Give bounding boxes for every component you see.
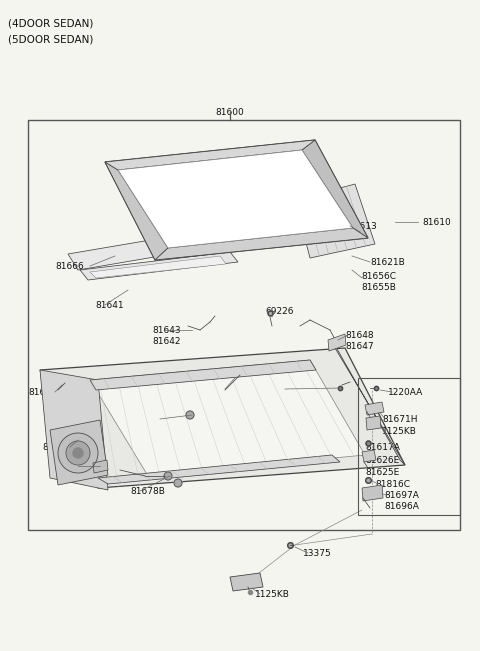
Text: 81643: 81643 bbox=[152, 326, 180, 335]
Circle shape bbox=[174, 479, 182, 487]
Circle shape bbox=[58, 433, 98, 473]
Bar bbox=[28, 120, 460, 530]
Polygon shape bbox=[105, 162, 168, 260]
Text: 13375: 13375 bbox=[303, 549, 332, 558]
Text: 81647: 81647 bbox=[345, 342, 373, 351]
Polygon shape bbox=[105, 140, 315, 170]
Polygon shape bbox=[230, 573, 263, 591]
Text: 81697A: 81697A bbox=[384, 491, 419, 500]
Polygon shape bbox=[118, 150, 353, 248]
Text: 81623: 81623 bbox=[28, 388, 57, 397]
Polygon shape bbox=[105, 140, 368, 260]
Text: 81631: 81631 bbox=[42, 443, 71, 452]
Text: (5DOOR SEDAN): (5DOOR SEDAN) bbox=[8, 34, 94, 44]
Text: 81816C: 81816C bbox=[375, 480, 410, 489]
Text: 81617A: 81617A bbox=[365, 443, 400, 452]
Polygon shape bbox=[40, 348, 405, 488]
Text: 81641: 81641 bbox=[95, 301, 124, 310]
Polygon shape bbox=[365, 402, 384, 415]
Polygon shape bbox=[362, 485, 383, 501]
Bar bbox=[358, 378, 460, 515]
Text: 81622B: 81622B bbox=[278, 385, 312, 394]
Circle shape bbox=[66, 441, 90, 465]
Polygon shape bbox=[155, 228, 368, 260]
Polygon shape bbox=[93, 460, 108, 473]
Text: 81666: 81666 bbox=[55, 262, 84, 271]
Text: 81696A: 81696A bbox=[384, 502, 419, 511]
Text: 81600: 81600 bbox=[216, 108, 244, 117]
Polygon shape bbox=[362, 450, 376, 462]
Circle shape bbox=[73, 448, 83, 458]
Polygon shape bbox=[366, 416, 381, 430]
Text: 81671H: 81671H bbox=[382, 415, 418, 424]
Polygon shape bbox=[295, 184, 375, 258]
Text: 81625E: 81625E bbox=[365, 468, 399, 477]
Polygon shape bbox=[80, 252, 238, 280]
Text: 81610: 81610 bbox=[422, 218, 451, 227]
Text: 1243BA: 1243BA bbox=[150, 415, 185, 424]
Text: 81621B: 81621B bbox=[370, 258, 405, 267]
Text: 81613: 81613 bbox=[348, 222, 377, 231]
Text: 81620A: 81620A bbox=[210, 385, 245, 394]
Text: 1125KB: 1125KB bbox=[382, 427, 417, 436]
Polygon shape bbox=[302, 140, 368, 238]
Text: 81655B: 81655B bbox=[361, 283, 396, 292]
Polygon shape bbox=[90, 360, 316, 390]
Polygon shape bbox=[90, 256, 226, 278]
Text: 1125KB: 1125KB bbox=[255, 590, 290, 599]
Polygon shape bbox=[98, 455, 340, 484]
Text: 81678B: 81678B bbox=[130, 487, 165, 496]
Text: 81656C: 81656C bbox=[361, 272, 396, 281]
Text: 81648: 81648 bbox=[345, 331, 373, 340]
Polygon shape bbox=[50, 420, 108, 485]
Text: 1220AA: 1220AA bbox=[388, 388, 423, 397]
Text: 81642: 81642 bbox=[152, 337, 180, 346]
Text: 69226: 69226 bbox=[265, 307, 293, 316]
Polygon shape bbox=[68, 237, 178, 270]
Text: 1220AB: 1220AB bbox=[55, 462, 90, 471]
Circle shape bbox=[186, 411, 194, 419]
Text: 81626E: 81626E bbox=[365, 456, 399, 465]
Polygon shape bbox=[332, 340, 405, 465]
Circle shape bbox=[164, 472, 172, 480]
Polygon shape bbox=[90, 360, 365, 476]
Polygon shape bbox=[40, 370, 108, 490]
Polygon shape bbox=[328, 334, 346, 351]
Text: (4DOOR SEDAN): (4DOOR SEDAN) bbox=[8, 18, 94, 28]
